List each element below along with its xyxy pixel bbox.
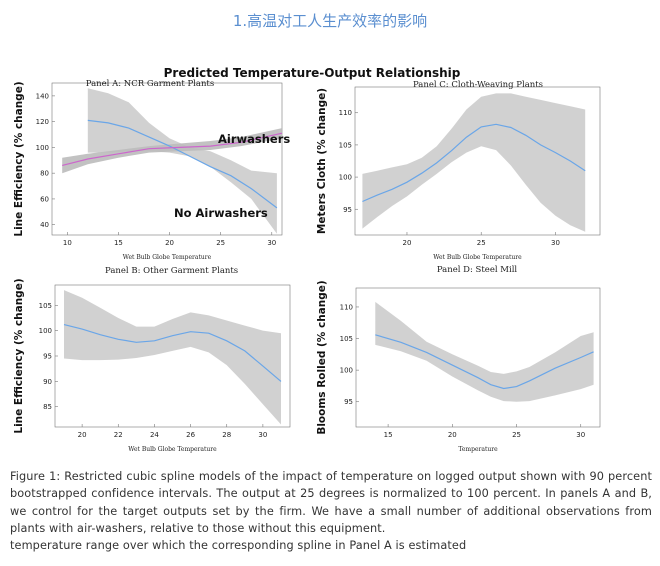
x-tick-label: 20 [403, 239, 412, 247]
x-axis-label: Wet Bulb Globe Temperature [128, 446, 217, 453]
y-tick-label: 85 [43, 403, 52, 411]
y-tick-label: 120 [36, 118, 49, 126]
x-tick-label: 22 [114, 431, 123, 439]
panel-a: Panel A: NCR Garment Plants 10 15 20 25 30 40 6… [13, 79, 290, 261]
panel-title: Panel A: NCR Garment Plants [86, 79, 214, 89]
y-tick-label: 140 [36, 92, 49, 100]
series-line [87, 119, 278, 209]
y-axis-label: Line Efficiency (% change) [13, 81, 25, 236]
panel-c: Panel C: Cloth-Weaving Plants 20 25 30 95 100… [316, 80, 601, 261]
figure-title: Predicted Temperature-Output Relationshi… [164, 66, 461, 80]
x-tick-label: 26 [186, 431, 195, 439]
x-tick-label: 20 [448, 431, 457, 439]
x-tick-label: 20 [165, 239, 174, 247]
x-tick-label: 30 [551, 239, 560, 247]
panel-b: Panel B: Other Garment Plants 20 22 24 26 28 3… [13, 266, 291, 453]
series-line [62, 132, 283, 166]
confidence-band [87, 88, 277, 234]
panel-frame [354, 86, 601, 236]
x-tick-label: 24 [150, 431, 159, 439]
confidence-band [62, 128, 283, 174]
caption-text: Figure 1: Restricted cubic spline models… [10, 470, 652, 535]
chart-annotation: Airwashers [218, 132, 290, 146]
y-tick-label: 105 [339, 141, 352, 149]
panel-d: Panel D: Steel Mill 15 20 25 30 95 100 105 110 Te… [316, 265, 601, 453]
series-line [63, 324, 282, 382]
x-tick-label: 25 [216, 239, 225, 247]
x-tick-label: 25 [477, 239, 486, 247]
confidence-band [362, 93, 586, 232]
y-tick-label: 100 [339, 174, 352, 182]
x-tick-label: 30 [258, 431, 267, 439]
x-axis-label: Temperature [458, 446, 498, 453]
x-tick-label: 30 [576, 431, 585, 439]
x-tick-label: 10 [63, 239, 72, 247]
y-tick-label: 110 [339, 109, 352, 117]
y-tick-label: 95 [344, 398, 353, 406]
y-axis-label: Line Efficiency (% change) [13, 278, 25, 433]
y-tick-label: 100 [36, 144, 49, 152]
y-tick-label: 110 [340, 303, 353, 311]
x-tick-label: 25 [512, 431, 521, 439]
y-tick-label: 100 [39, 327, 52, 335]
y-axis-label: Blooms Rolled (% change) [316, 280, 328, 434]
x-axis-label: Wet Bulb Globe Temperature [123, 254, 212, 261]
x-tick-label: 20 [78, 431, 87, 439]
page-heading: 1.高温对工人生产效率的影响 [232, 12, 428, 30]
figure-canvas: Predicted Temperature-Output Relationshi… [13, 66, 601, 453]
confidence-band [64, 290, 281, 425]
y-tick-label: 95 [43, 353, 52, 361]
series-line [375, 334, 594, 390]
y-tick-label: 80 [40, 170, 49, 178]
y-tick-label: 90 [43, 378, 52, 386]
panel-title: Panel D: Steel Mill [437, 265, 518, 275]
confidence-band [375, 301, 594, 402]
series-line [362, 123, 586, 203]
x-tick-label: 30 [267, 239, 276, 247]
x-tick-label: 15 [384, 431, 393, 439]
figure-caption: Figure 1: Restricted cubic spline models… [10, 468, 652, 554]
y-axis-label: Meters Cloth (% change) [316, 88, 328, 234]
chart-annotation: No Airwashers [174, 206, 268, 220]
y-tick-label: 105 [39, 302, 52, 310]
x-axis-label: Wet Bulb Globe Temperature [433, 254, 522, 261]
panel-title: Panel C: Cloth-Weaving Plants [413, 80, 543, 90]
y-tick-label: 100 [340, 367, 353, 375]
panel-title: Panel B: Other Garment Plants [105, 266, 238, 276]
figure: Predicted Temperature-Output Relationshi… [0, 60, 660, 460]
x-tick-label: 28 [222, 431, 231, 439]
panel-frame [51, 82, 283, 236]
y-tick-label: 60 [40, 195, 49, 203]
x-tick-label: 15 [114, 239, 123, 247]
caption-note: temperature range over which the corresp… [10, 539, 467, 553]
y-tick-label: 95 [343, 206, 352, 214]
y-tick-label: 40 [40, 221, 49, 229]
panel-frame [355, 287, 601, 428]
y-tick-label: 105 [340, 335, 353, 343]
